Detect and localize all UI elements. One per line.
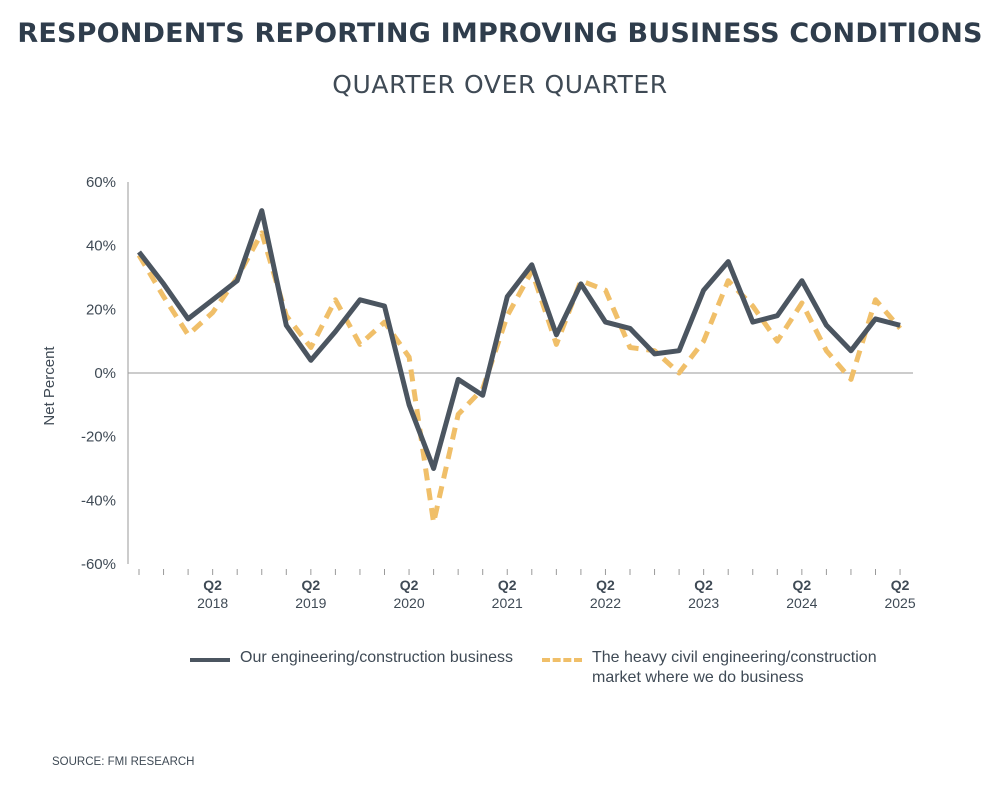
y-tick-label: -60%: [81, 556, 116, 573]
x-tick-label-quarter: Q2: [498, 577, 517, 593]
legend: Our engineering/construction business Th…: [0, 648, 1000, 698]
line-chart: -60% -40% -20% 0% 20% 40% 60% Q2 2018 Q2 2019 Q2 20…: [41, 174, 916, 611]
legend-label-series-2: The heavy civil engineering/construction…: [592, 649, 877, 686]
chart-subtitle: QUARTER OVER QUARTER: [332, 70, 668, 99]
series-group: [136, 208, 902, 526]
x-tick-label-year: 2021: [492, 595, 523, 611]
y-tick-label: 0%: [94, 365, 116, 382]
x-tick-label-year: 2020: [393, 595, 424, 611]
x-tick-label-quarter: Q2: [891, 577, 910, 593]
x-tick-label-year: 2018: [197, 595, 228, 611]
legend-item-series-2: The heavy civil engineering/construction…: [542, 648, 902, 688]
x-axis: Q2 2018 Q2 2019 Q2 2020 Q2 2021 Q2 2022 Q2 2023 Q2 20…: [128, 372, 916, 611]
x-tick-label-quarter: Q2: [694, 577, 713, 593]
x-tick-label-quarter: Q2: [400, 577, 419, 593]
x-tick-label-quarter: Q2: [793, 577, 812, 593]
x-tick-label-year: 2022: [590, 595, 621, 611]
legend-swatch-solid: [190, 658, 230, 662]
legend-swatch-dashed: [542, 658, 582, 662]
x-tick-label-year: 2019: [295, 595, 326, 611]
y-axis-label: Net Percent: [41, 346, 58, 426]
y-tick-label: 60%: [86, 174, 116, 191]
y-tick-label: 20%: [86, 301, 116, 318]
x-tick-label-quarter: Q2: [203, 577, 222, 593]
chart-title: RESPONDENTS REPORTING IMPROVING BUSINESS…: [17, 18, 983, 49]
y-tick-label: 40%: [86, 238, 116, 255]
series-line-our-business: [137, 208, 901, 471]
x-tick-label-quarter: Q2: [596, 577, 615, 593]
x-tick-label-year: 2025: [884, 595, 915, 611]
y-tick-label: -20%: [81, 429, 116, 446]
legend-label-series-1: Our engineering/construction business: [240, 649, 514, 666]
x-tick-label-year: 2023: [688, 595, 719, 611]
y-axis: -60% -40% -20% 0% 20% 40% 60%: [81, 174, 129, 573]
source-note: SOURCE: FMI RESEARCH: [52, 756, 195, 768]
x-tick-label-quarter: Q2: [302, 577, 321, 593]
series-line-market: [136, 230, 902, 526]
x-tick-label-year: 2024: [786, 595, 817, 611]
legend-item-series-1: Our engineering/construction business: [190, 648, 513, 668]
y-tick-label: -40%: [81, 492, 116, 509]
